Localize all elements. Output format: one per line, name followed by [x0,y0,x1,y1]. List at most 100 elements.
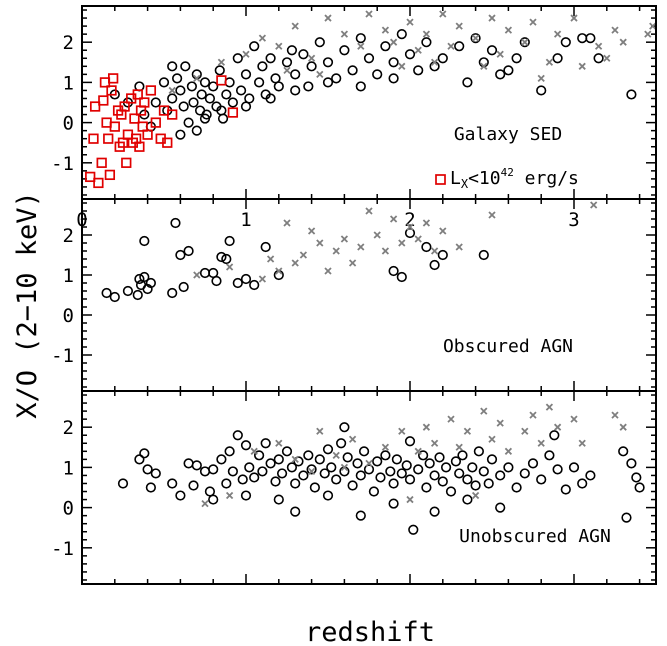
data-point [430,58,439,66]
data-point [260,241,271,253]
data-point [139,271,150,283]
data-point [634,482,645,493]
data-point [275,439,283,447]
panel-frame [81,390,657,585]
data-point [552,464,563,475]
data-point [240,490,252,501]
y-tick-label: 0 [63,113,74,135]
data-point [324,14,332,22]
data-point [258,275,267,283]
data-point [286,45,298,56]
data-point [585,470,596,481]
data-point [396,29,407,40]
data-point [437,53,448,64]
data-point [545,403,554,411]
data-point [145,85,157,96]
data-point [488,14,496,22]
data-point [291,22,299,30]
data-point [626,89,637,100]
data-point [336,438,347,449]
data-point [396,468,407,479]
data-point [495,502,506,513]
data-point [199,77,211,88]
data-point [568,462,580,473]
data-point [254,450,265,461]
data-point [450,456,462,467]
data-point [240,440,252,451]
data-point [199,466,211,477]
data-point [322,57,334,68]
data-point [504,447,513,455]
data-point [167,478,178,489]
data-point [437,476,448,487]
data-point [186,81,197,92]
data-point [224,446,235,457]
data-point [471,34,480,42]
data-point [175,129,186,140]
data-point [322,77,334,88]
data-point [406,18,414,26]
data-point [414,46,422,54]
data-point [232,53,243,64]
data-point [216,105,227,116]
data-point [249,41,260,52]
data-point [316,427,324,435]
data-point [150,468,161,479]
data-point [404,49,416,60]
data-point [145,482,156,493]
data-point [281,446,293,457]
data-point [619,38,627,46]
data-point [275,42,283,50]
data-point [418,450,429,461]
data-point [93,177,104,189]
data-point [611,411,619,419]
data-point [521,38,529,46]
data-point [480,407,488,415]
data-point [208,494,219,505]
data-point [167,93,178,104]
data-point [430,247,439,255]
data-point [188,480,199,491]
data-point [168,86,176,95]
data-point [429,470,440,481]
data-point [306,61,317,72]
data-point [273,81,284,92]
data-point [422,30,431,38]
data-point [421,482,432,493]
data-point [201,499,209,508]
data-point [553,423,562,431]
series-circle [101,217,489,303]
data-point [463,427,472,435]
data-point [422,423,431,431]
data-point [104,169,116,181]
y-tick-label: 1 [63,457,74,479]
data-point [188,97,199,108]
y-tick-label: -1 [51,538,74,560]
data-point [649,22,657,30]
data-point [150,117,161,128]
data-point [381,26,390,34]
data-point [429,259,440,271]
data-point [183,458,194,469]
data-point [340,30,349,38]
data-point [406,495,414,504]
data-point [265,458,276,469]
data-point [232,277,243,289]
data-point [183,245,194,257]
data-point [414,447,422,455]
data-point [221,253,232,265]
data-point [306,464,317,475]
data-point [275,267,283,275]
data-point [167,109,178,120]
data-point [242,50,250,58]
data-point [175,490,186,501]
x-tick-label: 2 [404,209,415,231]
data-point [445,486,457,497]
data-point [496,419,504,427]
data-point [552,53,563,64]
data-point [388,498,399,509]
data-point [570,415,578,423]
data-point [224,235,235,247]
